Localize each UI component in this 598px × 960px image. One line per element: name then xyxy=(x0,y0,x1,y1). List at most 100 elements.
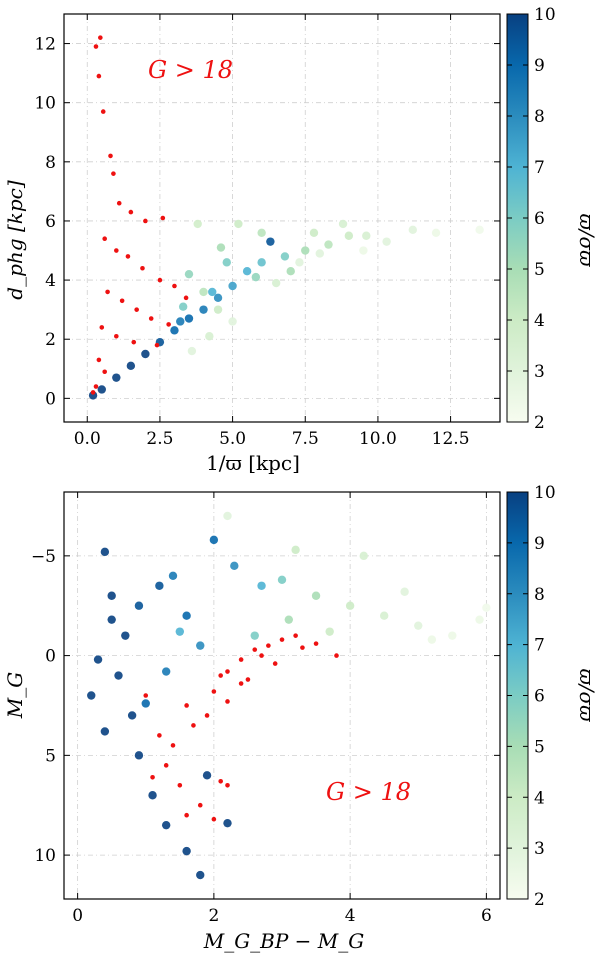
plot-area-top: 0.0 2.5 5.0 7.5 10.0 12.5 0 2 4 6 8 10 12 xyxy=(34,13,501,449)
red-point-top xyxy=(160,215,166,221)
data-point-bottom xyxy=(87,691,96,700)
colorbar-ticks-top: 2 3 4 5 6 7 8 9 10 xyxy=(507,5,556,433)
data-point-bottom xyxy=(134,601,144,610)
y-axis-title-top: d_phg [kpc] xyxy=(3,180,27,300)
data-point-top xyxy=(286,267,295,276)
colorbar-tick-label: 9 xyxy=(534,56,545,76)
data-point-top xyxy=(257,258,266,267)
red-point-bottom xyxy=(238,681,244,686)
y-axis-title-bottom: M_G xyxy=(3,672,27,719)
data-point-top xyxy=(280,252,290,261)
annotation-bottom: G > 18 xyxy=(326,778,411,806)
red-point-top xyxy=(183,295,189,301)
data-point-bottom xyxy=(250,631,259,640)
red-point-top xyxy=(108,153,113,159)
x-tick-label: 5.0 xyxy=(219,429,246,449)
colorbar-label-bottom: ϖ/σϖ xyxy=(575,668,598,722)
red-point-top xyxy=(105,289,110,295)
data-point-top xyxy=(193,219,202,229)
x-tick-label: 2.5 xyxy=(146,429,173,449)
grid-top xyxy=(64,14,500,422)
y-tick-label: 10 xyxy=(34,846,56,866)
red-point-bottom xyxy=(211,689,217,694)
data-point-top xyxy=(208,287,217,297)
colorbar-tick-label: 4 xyxy=(534,788,545,808)
red-point-top xyxy=(102,369,107,375)
data-point-top xyxy=(301,246,310,255)
data-point-top xyxy=(97,385,106,394)
red-point-bottom xyxy=(300,645,305,650)
colorbar-tick-label: 10 xyxy=(534,483,556,503)
red-point-top xyxy=(131,339,137,345)
ticks-bottom: 0 2 4 6 −5 0 5 10 xyxy=(31,492,500,926)
x-tick-label: 7.5 xyxy=(292,429,319,449)
data-point-top xyxy=(126,361,136,371)
red-point-top xyxy=(172,283,177,289)
red-point-bottom xyxy=(177,782,183,788)
data-point-bottom xyxy=(107,591,116,600)
data-point-bottom xyxy=(161,820,171,830)
colorbar-tick-label: 5 xyxy=(534,737,545,757)
data-point-bottom xyxy=(168,571,178,580)
axes-frame-bottom xyxy=(63,491,501,900)
red-point-bottom xyxy=(252,647,258,652)
data-point-bottom xyxy=(400,587,409,596)
ticks-top: 0.0 2.5 5.0 7.5 10.0 12.5 0 2 4 6 8 10 12 xyxy=(34,14,500,449)
colorbar-tick-label: 2 xyxy=(534,890,545,910)
data-point-top xyxy=(271,278,281,288)
data-point-top xyxy=(359,246,368,255)
red-point-bottom xyxy=(245,677,251,682)
colorbar-tick-label: 3 xyxy=(534,839,545,859)
red-point-bottom xyxy=(204,713,210,718)
red-point-bottom xyxy=(163,763,169,768)
data-point-bottom xyxy=(148,791,157,800)
data-point-top xyxy=(431,228,441,237)
red-point-bottom xyxy=(225,669,230,674)
data-point-bottom xyxy=(277,575,287,584)
red-point-top xyxy=(99,325,105,330)
data-point-top xyxy=(213,305,223,314)
data-point-top xyxy=(199,287,208,297)
red-point-top xyxy=(114,333,119,339)
red-point-bottom xyxy=(184,812,189,818)
data-point-top xyxy=(234,219,243,229)
colorbar-tick-label: 10 xyxy=(534,5,556,25)
data-point-bottom xyxy=(223,818,232,828)
data-point-bottom xyxy=(257,581,266,590)
data-point-bottom xyxy=(100,727,110,736)
red-point-top xyxy=(134,307,139,312)
y-tick-label: 6 xyxy=(45,212,56,232)
data-point-bottom xyxy=(182,611,191,620)
data-point-top xyxy=(251,272,261,282)
data-point-bottom xyxy=(427,635,437,644)
data-point-top xyxy=(112,373,121,382)
y-tick-label: 2 xyxy=(45,330,56,350)
colorbar-tick-label: 2 xyxy=(534,413,545,433)
red-point-bottom xyxy=(191,723,196,728)
data-point-top xyxy=(228,281,237,291)
red-point-top xyxy=(111,171,116,176)
data-point-top xyxy=(205,332,214,341)
annotation-top: G > 18 xyxy=(148,56,233,84)
series-red-top xyxy=(90,35,189,395)
data-point-top xyxy=(184,269,194,279)
red-point-bottom xyxy=(225,782,230,788)
red-point-bottom xyxy=(266,643,271,648)
data-point-bottom xyxy=(93,655,103,664)
colorbar-tick-label: 6 xyxy=(534,687,545,707)
panel-top: 0.0 2.5 5.0 7.5 10.0 12.5 0 2 4 6 8 10 12 G > 18 1/ϖ… xyxy=(3,5,598,475)
data-point-bottom xyxy=(291,545,300,555)
colorbar-tick-label: 7 xyxy=(534,158,545,178)
red-point-top xyxy=(98,35,103,40)
y-tick-label: 0 xyxy=(45,647,56,667)
data-point-top xyxy=(309,228,319,237)
data-point-top xyxy=(176,317,185,326)
red-point-bottom xyxy=(334,653,339,658)
red-point-bottom xyxy=(197,802,203,808)
colorbar-tick-label: 7 xyxy=(534,636,545,656)
data-point-bottom xyxy=(311,591,321,600)
red-point-bottom xyxy=(143,693,149,698)
data-point-top xyxy=(213,293,223,303)
red-point-top xyxy=(166,322,171,327)
